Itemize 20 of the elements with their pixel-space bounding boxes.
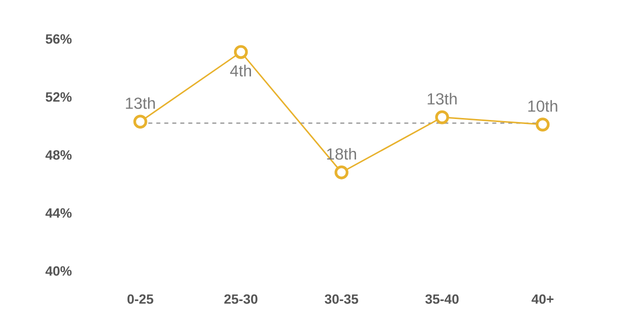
x-tick-label: 35-40 [425, 294, 459, 304]
y-tick-label: 44% [45, 208, 72, 218]
annotation: 4th [230, 64, 251, 76]
point [435, 110, 450, 124]
y-tick-label: 56% [46, 34, 72, 44]
x-tick-label: 0-25 [127, 294, 154, 304]
point [133, 114, 148, 129]
x-tick-label: 30-35 [324, 294, 358, 304]
point [334, 165, 348, 180]
y-tick-label: 48% [45, 150, 72, 160]
point [234, 45, 248, 59]
y-tick-label: 52% [46, 92, 72, 102]
point [536, 118, 550, 132]
y-tick-label: 40% [45, 266, 72, 276]
annotation: 13th [126, 97, 155, 109]
x-tick-label: 40+ [532, 294, 554, 304]
annotation: 13th [428, 92, 457, 105]
annotation: 10th [528, 100, 558, 112]
x-tick-label: 25-30 [224, 294, 258, 304]
annotation: 18th [327, 148, 356, 160]
